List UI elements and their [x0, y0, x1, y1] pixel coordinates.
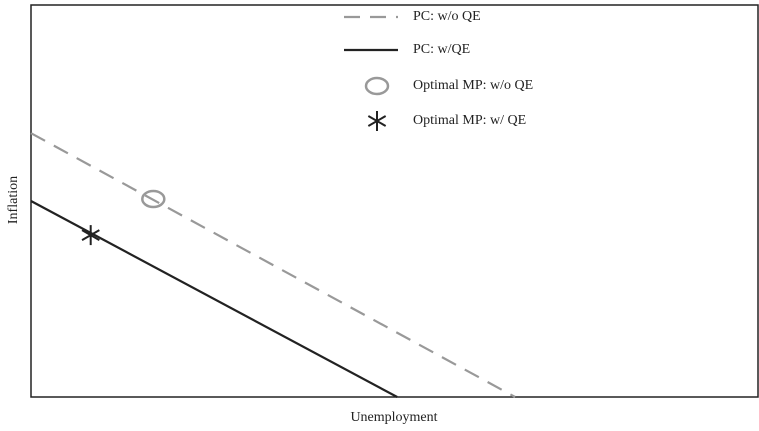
series-line — [30, 200, 398, 398]
marker-circle — [141, 189, 166, 209]
x-axis-label: Unemployment — [350, 410, 437, 425]
legend-symbol — [367, 111, 387, 131]
y-axis-label: Inflation — [6, 176, 21, 224]
marker-stroke — [81, 229, 100, 241]
legend-symbol — [364, 76, 390, 96]
legend-label: PC: w/QE — [413, 42, 470, 57]
legend-label: PC: w/o QE — [413, 9, 481, 24]
legend-label: Optimal MP: w/o QE — [413, 78, 533, 93]
marker-star — [81, 225, 100, 246]
marker-stroke — [367, 115, 387, 127]
legend-label: Optimal MP: w/ QE — [413, 113, 526, 128]
series-line — [30, 132, 516, 398]
plot-frame — [30, 4, 759, 398]
